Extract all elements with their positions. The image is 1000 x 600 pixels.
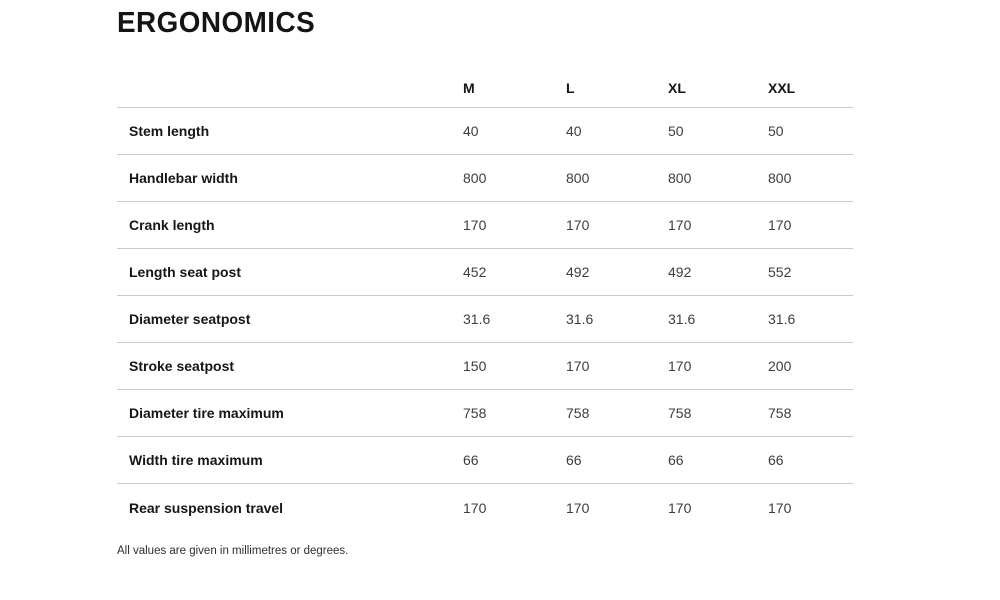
cell-value: 31.6 [463,311,491,327]
cell-value: 150 [463,358,487,374]
row-label: Stem length [129,123,210,139]
table-row-crank-length: Crank length 170 170 170 170 [117,202,853,249]
cell-value: 170 [768,499,792,516]
row-label: Stroke seatpost [129,358,235,374]
cell-value: 800 [768,170,792,186]
cell-value: 170 [463,499,487,516]
table-row-diameter-seatpost: Diameter seatpost 31.6 31.6 31.6 31.6 [117,296,853,343]
cell-value: 66 [668,452,684,468]
cell-value: 66 [768,452,784,468]
cell-value: 170 [566,358,590,374]
table-row-rear-suspension-travel: Rear suspension travel 170 170 170 170 [117,484,853,531]
cell-value: 170 [566,217,590,233]
row-label: Crank length [129,217,215,233]
cell-value: 170 [668,499,692,516]
column-header-l: L [566,80,575,96]
cell-value: 552 [768,264,792,280]
row-label: Diameter seatpost [129,311,251,327]
row-label: Rear suspension travel [129,499,284,516]
cell-value: 40 [566,123,582,139]
cell-value: 170 [463,217,487,233]
table-row-diameter-tire-maximum: Diameter tire maximum 758 758 758 758 [117,390,853,437]
ergonomics-spec-table: M L XL XXL Stem length 40 40 50 50 Handl… [117,40,853,531]
cell-value: 758 [566,405,590,421]
table-row-width-tire-maximum: Width tire maximum 66 66 66 66 [117,437,853,484]
cell-value: 31.6 [566,311,594,327]
column-header-m: M [463,80,475,96]
cell-value: 50 [768,123,784,139]
cell-value: 800 [668,170,692,186]
cell-value: 492 [668,264,692,280]
cell-value: 50 [668,123,684,139]
header-spacer-cell [117,96,463,107]
column-header-xl: XL [668,80,686,96]
cell-value: 66 [463,452,479,468]
table-row-handlebar-width: Handlebar width 800 800 800 800 [117,155,853,202]
units-footnote: All values are given in millimetres or d… [117,545,349,557]
cell-value: 452 [463,264,487,280]
table-row-stroke-seatpost: Stroke seatpost 150 170 170 200 [117,343,853,390]
cell-value: 492 [566,264,590,280]
table-row-stem-length: Stem length 40 40 50 50 [117,108,853,155]
page-title: ERGONOMICS [117,7,316,39]
cell-value: 758 [668,405,692,421]
cell-value: 40 [463,123,479,139]
cell-value: 170 [566,499,590,516]
table-header-row: M L XL XXL [117,40,853,108]
table-row-length-seat-post: Length seat post 452 492 492 552 [117,249,853,296]
row-label: Diameter tire maximum [129,405,284,421]
cell-value: 758 [768,405,792,421]
cell-value: 31.6 [768,311,796,327]
cell-value: 66 [566,452,582,468]
row-label: Length seat post [129,264,242,280]
cell-value: 31.6 [668,311,696,327]
cell-value: 170 [768,217,792,233]
cell-value: 170 [668,358,692,374]
row-label: Width tire maximum [129,452,263,468]
cell-value: 800 [463,170,487,186]
column-header-xxl: XXL [768,80,796,96]
cell-value: 200 [768,358,792,374]
cell-value: 170 [668,217,692,233]
cell-value: 758 [463,405,487,421]
row-label: Handlebar width [129,170,238,186]
cell-value: 800 [566,170,590,186]
